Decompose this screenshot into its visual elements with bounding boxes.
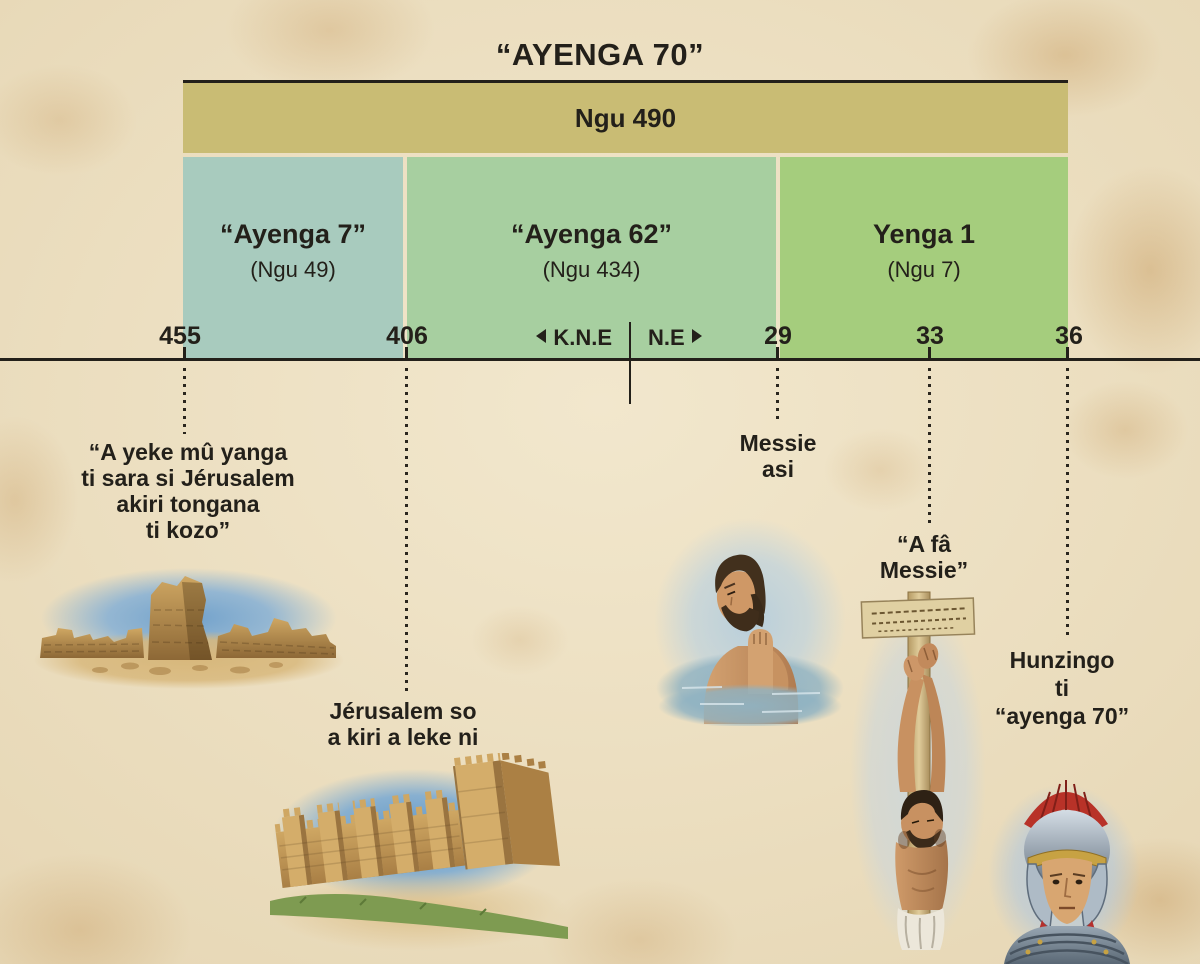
segment-yenga-1: Yenga 1 (Ngu 7) [780, 157, 1068, 359]
segment-title: “Ayenga 7” [219, 219, 367, 249]
event-label-406: Jérusalem so a kiri a leke ni [327, 698, 479, 750]
segment-ayenga-7: “Ayenga 7” (Ngu 49) [183, 157, 403, 359]
roman-soldier-illustration [988, 780, 1140, 964]
year-label: 33 [916, 322, 944, 350]
tick-406 [405, 347, 408, 358]
segment-title: “Ayenga 62” [510, 219, 673, 249]
event-label-29: Messie asi [739, 430, 817, 482]
jerusalem-rebuilt-walls-illustration [270, 753, 568, 951]
era-divider-line [629, 322, 631, 404]
segment-subtitle: (Ngu 7) [887, 257, 961, 282]
leader-dots-36 [1066, 368, 1069, 640]
era-label-bce: K.N.E [500, 325, 612, 351]
total-bar-top-border [183, 80, 1068, 83]
leader-dots-455 [183, 368, 186, 434]
tick-33 [928, 347, 931, 358]
leader-dots-406 [405, 368, 408, 692]
event-label-33: “A fâ Messie” [879, 531, 969, 583]
segment-ayenga-62: “Ayenga 62” (Ngu 434) [407, 157, 776, 359]
leader-dots-29 [776, 368, 779, 424]
page-title: “AYENGA 70” [495, 37, 705, 72]
era-ce-text: N.E [648, 325, 685, 350]
messiah-baptism-illustration [654, 518, 846, 726]
segment-title: Yenga 1 [872, 219, 976, 249]
leader-dots-33 [928, 368, 931, 524]
total-bar-label: Ngu 490 [574, 102, 677, 133]
year-label: 455 [159, 322, 201, 350]
year-label: 29 [764, 322, 792, 350]
jerusalem-ruins-illustration [34, 568, 344, 689]
era-label-ce: N.E [648, 325, 702, 351]
year-label: 36 [1055, 322, 1083, 350]
tick-29 [776, 347, 779, 358]
era-right-arrow-icon [691, 329, 702, 343]
event-label-455: “A yeke mû yanga ti sara si Jérusalem ak… [81, 439, 295, 543]
segment-subtitle: (Ngu 49) [250, 257, 336, 282]
messiah-executed-illustration [850, 591, 986, 952]
era-left-arrow-icon [536, 329, 547, 343]
event-label-36: Hunzingo ti “ayenga 70” [994, 647, 1130, 729]
tick-36 [1066, 347, 1069, 358]
timeline-axis [0, 358, 1200, 361]
total-years-bar: Ngu 490 [183, 83, 1068, 153]
year-label: 406 [386, 322, 428, 350]
segment-subtitle: (Ngu 434) [542, 257, 641, 282]
tick-455 [183, 347, 186, 358]
era-bce-text: K.N.E [553, 325, 612, 350]
